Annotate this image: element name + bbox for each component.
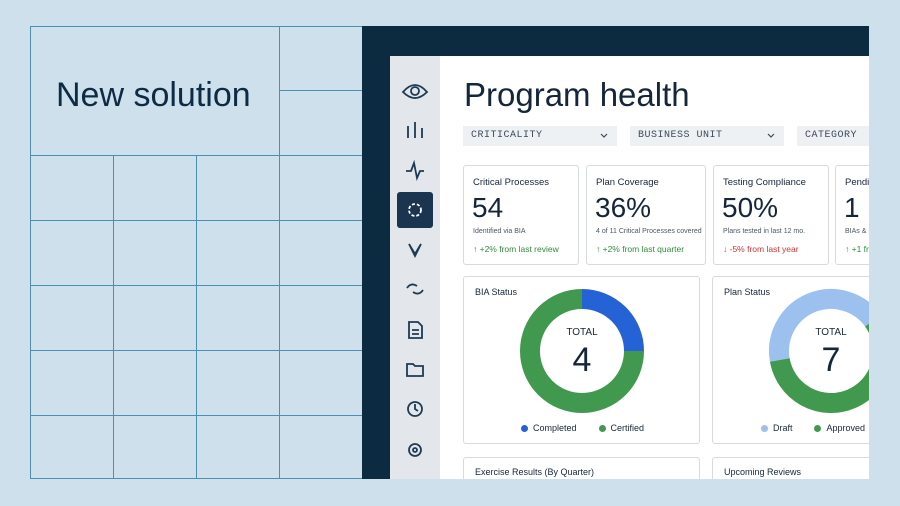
kpi-label: Testing Compliance bbox=[723, 177, 806, 188]
panel-title: BIA Status bbox=[475, 287, 518, 297]
legend-dot bbox=[814, 424, 822, 432]
legend-label: Draft bbox=[772, 423, 793, 433]
donut-segment bbox=[520, 289, 644, 413]
donut-segment bbox=[769, 289, 869, 362]
kpi-card: Pendin 1 BIAs & F ↑ +1 fr bbox=[835, 165, 869, 265]
donut-chart: TOTAL 7 bbox=[769, 289, 869, 413]
kpi-card: Plan Coverage 36% 4 of 11 Critical Process… bbox=[586, 165, 706, 265]
bottom-panel: Upcoming Reviews bbox=[712, 457, 869, 479]
filter-label: BUSINESS UNIT bbox=[638, 130, 723, 141]
kpi-trend: ↑ +2% from last quarter bbox=[596, 244, 685, 254]
sidebar-icons bbox=[397, 84, 433, 457]
chevron bbox=[600, 133, 608, 138]
chevron-path bbox=[600, 133, 608, 138]
legend-dot bbox=[598, 424, 606, 432]
legend-dot bbox=[760, 424, 768, 432]
legend-label: Completed bbox=[532, 423, 577, 433]
filter-label: CRITICALITY bbox=[471, 130, 543, 141]
kpi-label: Critical Processes bbox=[473, 177, 550, 188]
kpi-trend: ↑ +1 fr bbox=[845, 244, 869, 254]
panel-title: Upcoming Reviews bbox=[724, 467, 802, 477]
legend-dot bbox=[520, 424, 528, 432]
legend-label: Certified bbox=[610, 423, 645, 433]
chevron-path bbox=[767, 133, 775, 138]
hero-title: New solution bbox=[56, 76, 251, 114]
filter-dropdown[interactable]: CRITICALITY bbox=[463, 126, 617, 146]
main: CRITICALITY BUSINESS UNIT CATEGORY Critical… bbox=[390, 56, 869, 479]
donut-segment bbox=[769, 323, 869, 413]
status-panel: BIA Status TOTAL 4 Completed Certified bbox=[463, 276, 700, 444]
panel-title: Plan Status bbox=[724, 287, 771, 297]
status-panel: Plan Status TOTAL 7 Draft Approved bbox=[712, 276, 869, 444]
kpi-trend: ↓ -5% from last year bbox=[723, 244, 799, 254]
chevron bbox=[767, 133, 775, 138]
kpi-trend: ↑ +2% from last review bbox=[473, 244, 559, 254]
kpi-value: 36% bbox=[595, 192, 652, 223]
kpi-label: Plan Coverage bbox=[596, 177, 659, 188]
donut-total-label: TOTAL bbox=[815, 327, 847, 338]
filter-dropdown[interactable]: CATEGORY bbox=[797, 126, 869, 146]
kpi-note: Identified via BIA bbox=[473, 228, 526, 235]
legend: Draft Approved bbox=[713, 423, 869, 433]
legend-item: Certified bbox=[598, 423, 645, 433]
donut-total: 4 bbox=[573, 341, 592, 379]
page-title: Program health bbox=[464, 76, 690, 113]
kpi-value: 50% bbox=[722, 192, 779, 223]
kpi-note: BIAs & F bbox=[845, 228, 869, 235]
kpi-card: Critical Processes 54 Identified via BIA ↑ … bbox=[463, 165, 579, 265]
kpi-note: 4 of 11 Critical Processes covered bbox=[596, 228, 702, 235]
legend-label: Approved bbox=[826, 423, 866, 433]
kpi-note: Plans tested in last 12 mo. bbox=[723, 228, 806, 235]
kpi-card: Testing Compliance 50% Plans tested in las… bbox=[713, 165, 829, 265]
donut-segment bbox=[581, 289, 644, 352]
bottom-panel: Exercise Results (By Quarter) bbox=[463, 457, 700, 479]
panel-title: Exercise Results (By Quarter) bbox=[475, 467, 595, 477]
app-window: Program health CRITICALITY BUSINESS UNIT C… bbox=[390, 56, 869, 479]
legend-item: Completed bbox=[520, 423, 577, 433]
legend: Completed Certified bbox=[464, 423, 699, 433]
filter-label: CATEGORY bbox=[805, 130, 858, 141]
legend-item: Draft bbox=[760, 423, 793, 433]
donut-chart: TOTAL 4 bbox=[520, 289, 644, 413]
sidebar bbox=[390, 56, 440, 479]
donut-total-label: TOTAL bbox=[566, 327, 598, 338]
kpi-value: 1 bbox=[844, 192, 860, 223]
kpi-label: Pendin bbox=[845, 177, 869, 188]
donut-total: 7 bbox=[822, 341, 841, 379]
legend-item: Approved bbox=[814, 423, 865, 433]
filter-dropdown[interactable]: BUSINESS UNIT bbox=[630, 126, 784, 146]
kpi-value: 54 bbox=[472, 192, 504, 223]
